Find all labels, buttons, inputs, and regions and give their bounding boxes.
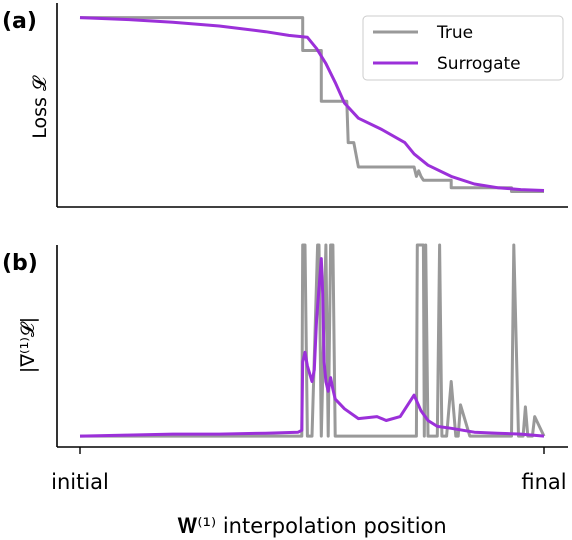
panel-a-series-group	[79, 16, 545, 193]
panel-b-ylabel: |∇⁽¹⁾𝓛|	[17, 317, 39, 373]
panel-b-xlabel: 𝐖⁽¹⁾ interpolation position	[177, 514, 446, 538]
panel-a-ylabel: Loss 𝓛	[29, 75, 51, 139]
panel-a: (a) Loss 𝓛 True Surrogate	[2, 3, 568, 208]
legend-label-surrogate: Surrogate	[437, 54, 521, 74]
panel-b: (b) |∇⁽¹⁾𝓛| initial final 𝐖⁽¹⁾ interpolat…	[2, 243, 568, 538]
panel-a-label: (a)	[2, 9, 37, 34]
legend-label-true: True	[436, 23, 473, 43]
x-tick-label-final: final	[521, 470, 566, 494]
panel-b-series-group	[79, 243, 546, 438]
x-tick-label-initial: initial	[51, 470, 109, 494]
panel-b-series-true-line	[80, 243, 546, 438]
legend: True Surrogate	[362, 15, 564, 81]
panel-b-series-surrogate-line	[79, 257, 545, 438]
panel-b-label: (b)	[2, 251, 38, 276]
panel-a-series-surrogate-line	[79, 16, 545, 192]
panel-b-ticks-group: initial final	[51, 447, 567, 494]
